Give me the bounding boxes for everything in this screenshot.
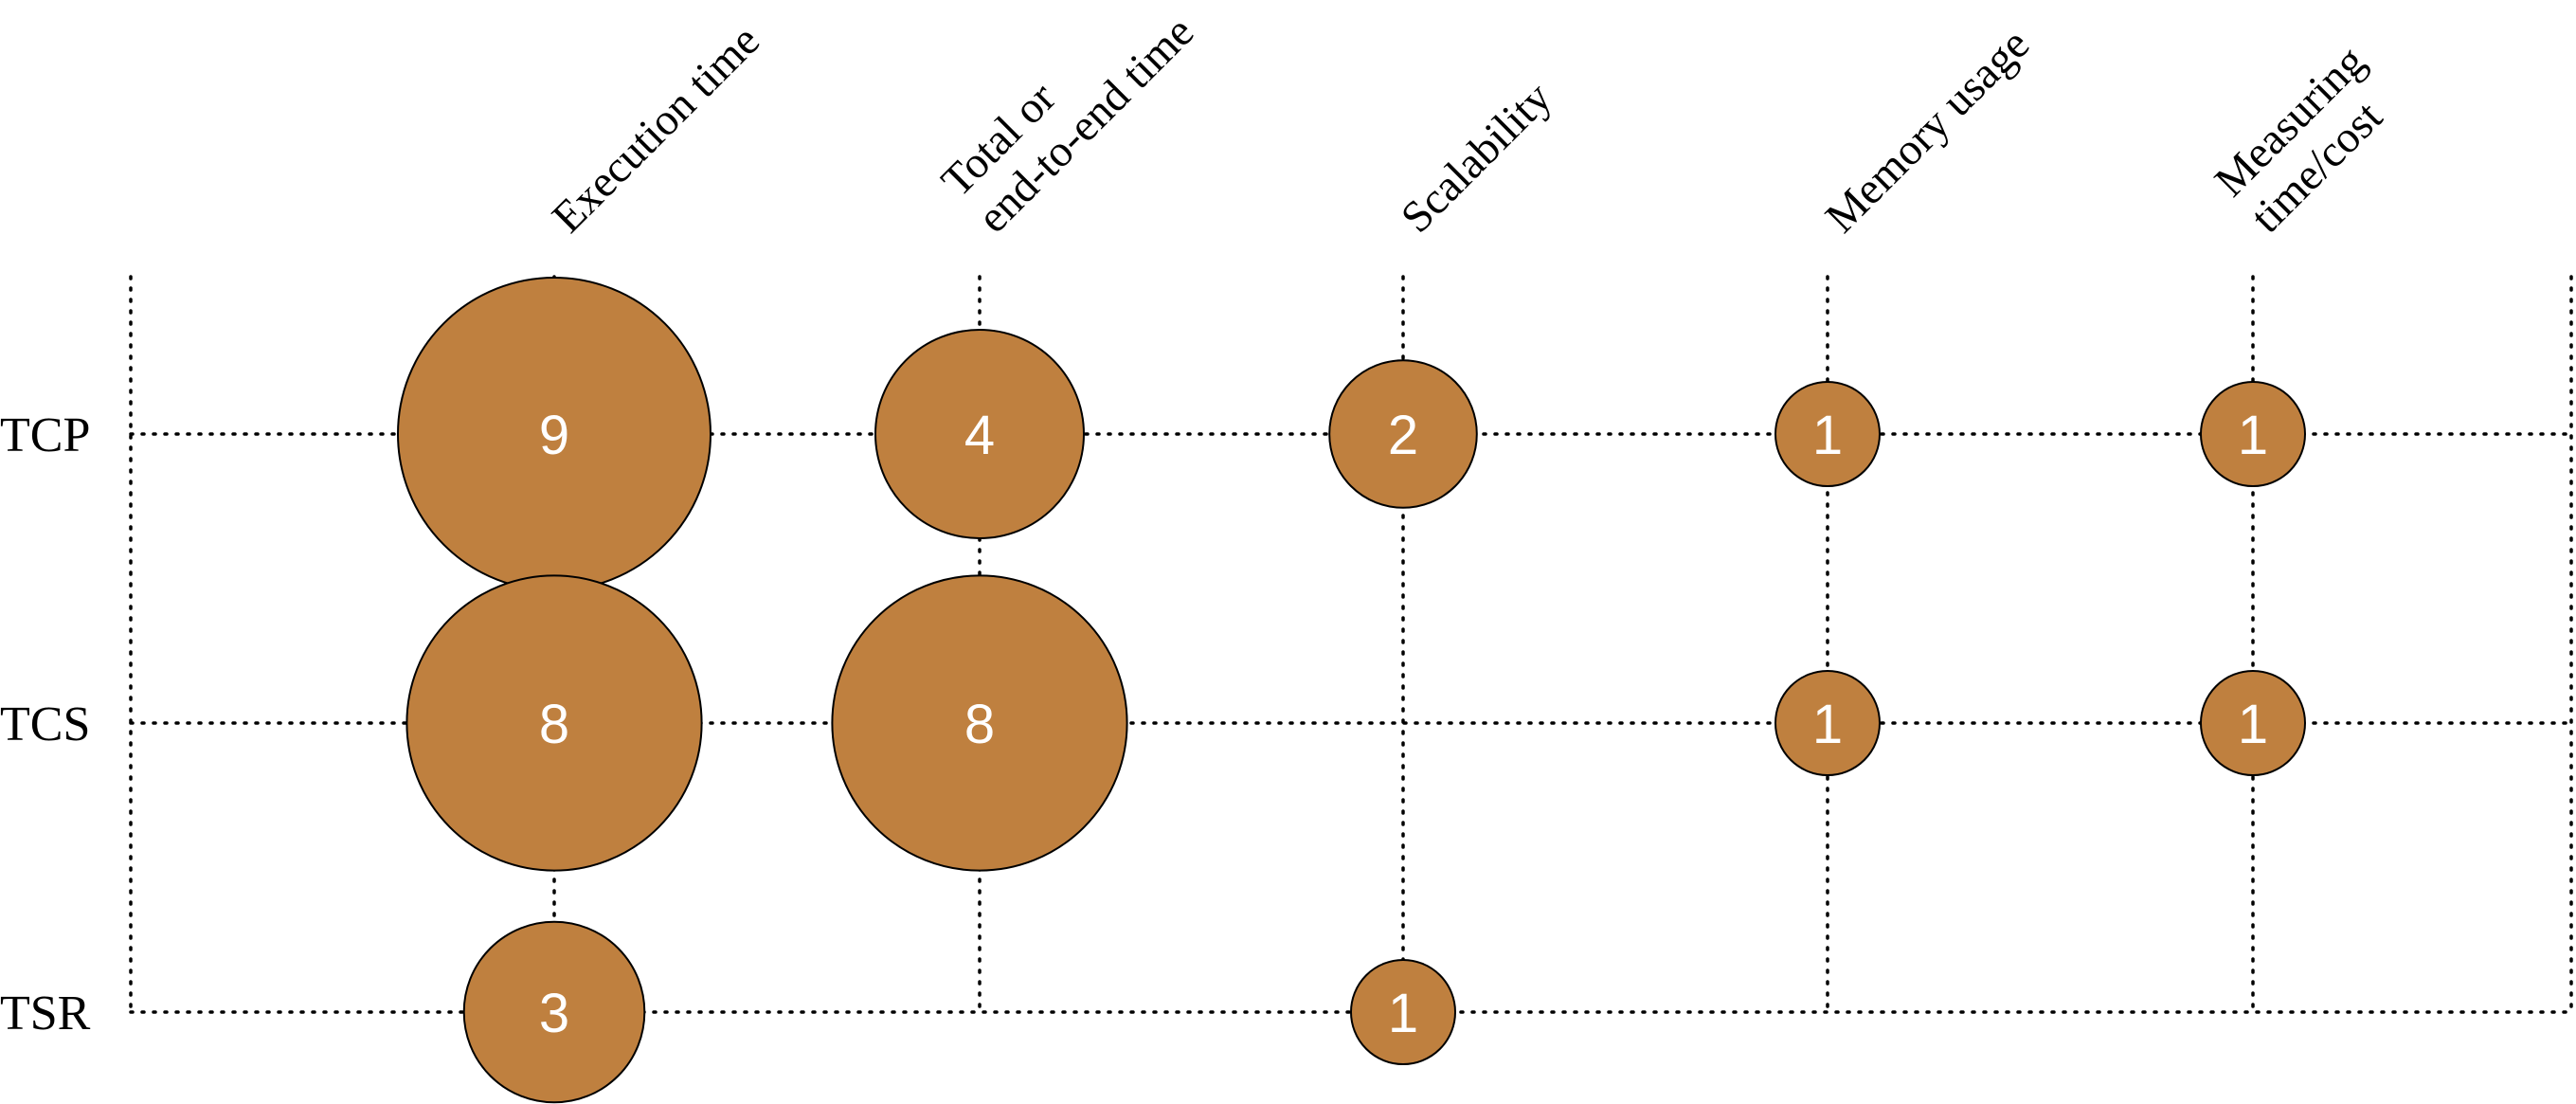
- column-labels: Execution time Total orend-to-end time Sca…: [543, 0, 2411, 243]
- grid-lines: [129, 275, 2573, 1014]
- bubble-circle: [874, 329, 1085, 539]
- column-label-line: Memory usage: [1816, 20, 2039, 243]
- bubble-tcp-4: 1: [2200, 381, 2306, 487]
- column-label-0: Execution time: [543, 16, 769, 243]
- bubble-tcs-3: 1: [1774, 670, 1881, 776]
- column-label-line: Execution time: [543, 16, 769, 243]
- bubble-tcp-0: 9: [397, 277, 712, 591]
- bubble-value-label: 8: [539, 694, 569, 755]
- bubble-tcs-4: 1: [2200, 670, 2306, 776]
- bubble-circle: [1774, 381, 1881, 487]
- bubble-circle: [1328, 359, 1478, 509]
- bubble-circle: [405, 574, 703, 872]
- row-label-tcp: TCP: [0, 408, 90, 462]
- bubble-tsr-0: 3: [462, 920, 646, 1104]
- bubbles: 9 4 2 1 1 8 8 1 1 3 1: [397, 277, 2306, 1104]
- column-label-1: Total orend-to-end time: [932, 0, 1203, 243]
- row-labels: TCP TCS TSR: [0, 408, 91, 1041]
- bubble-value-label: 8: [964, 694, 995, 755]
- bubble-tcp-2: 2: [1328, 359, 1478, 509]
- bubble-value-label: 4: [964, 405, 995, 466]
- bubble-value-label: 1: [2238, 694, 2268, 755]
- bubble-value-label: 1: [1812, 694, 1843, 755]
- bubble-tcp-3: 1: [1774, 381, 1881, 487]
- bubble-circle: [831, 574, 1128, 872]
- bubble-value-label: 1: [2238, 405, 2268, 466]
- bubble-circle: [2200, 381, 2306, 487]
- bubble-tcs-1: 8: [831, 574, 1128, 872]
- column-label-3: Memory usage: [1816, 20, 2039, 243]
- column-label-4: Measuringtime/cost: [2206, 37, 2411, 243]
- bubble-value-label: 2: [1388, 405, 1418, 466]
- row-label-tsr: TSR: [0, 986, 91, 1041]
- row-label-tcs: TCS: [0, 697, 90, 751]
- bubble-circle: [462, 920, 646, 1104]
- bubble-circle: [2200, 670, 2306, 776]
- bubble-value-label: 1: [1388, 983, 1418, 1044]
- bubble-tcp-1: 4: [874, 329, 1085, 539]
- column-label-2: Scalability: [1392, 73, 1561, 243]
- bubble-tsr-2: 1: [1350, 959, 1456, 1065]
- bubble-circle: [1774, 670, 1881, 776]
- bubble-tcs-0: 8: [405, 574, 703, 872]
- bubble-value-label: 3: [539, 983, 569, 1044]
- bubble-circle: [1350, 959, 1456, 1065]
- bubble-value-label: 1: [1812, 405, 1843, 466]
- column-label-line: Scalability: [1392, 73, 1561, 243]
- bubble-value-label: 9: [539, 405, 569, 466]
